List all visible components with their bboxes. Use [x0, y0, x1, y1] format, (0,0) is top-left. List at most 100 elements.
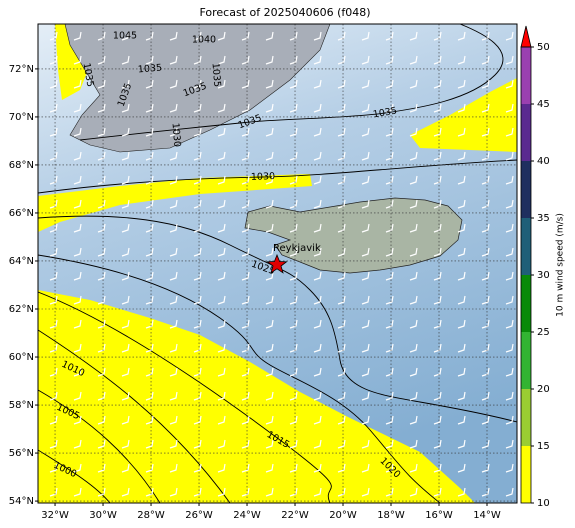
wind-barb [433, 103, 442, 113]
wind-barb [313, 247, 322, 257]
wind-barb [193, 415, 202, 425]
wind-barb [145, 103, 154, 113]
wind-barb [385, 367, 394, 377]
wind-barb [217, 295, 226, 305]
wind-barb [313, 199, 322, 209]
wind-barb [385, 151, 394, 161]
wind-barb [265, 127, 274, 137]
lat-tick-label: 60°N [9, 352, 34, 363]
wind-barb [193, 175, 202, 185]
wind-barb [457, 343, 466, 353]
wind-barb [193, 79, 202, 89]
wind-barb [97, 391, 106, 401]
wind-barb [193, 463, 202, 473]
lat-tick-label: 54°N [9, 496, 34, 507]
colorbar-bin [521, 161, 531, 218]
wind-barb [241, 367, 250, 377]
wind-barb [481, 319, 490, 329]
wind-barb [217, 151, 226, 161]
wind-barb [313, 367, 322, 377]
lon-tick-label: 14°W [473, 510, 501, 521]
wind-barb [49, 31, 58, 41]
wind-barb [433, 175, 442, 185]
lon-tick-label: 26°W [185, 510, 213, 521]
wind-barb [97, 487, 106, 497]
wind-barb [313, 319, 322, 329]
wind-barb [505, 271, 514, 281]
wind-barb [481, 31, 490, 41]
wind-barb [49, 103, 58, 113]
wind-barb [505, 463, 514, 473]
colorbar: 10 15 20 25 30 35 40 45 50 [520, 25, 550, 509]
wind-barb [169, 103, 178, 113]
wind-barb [313, 487, 322, 497]
wind-barb [97, 103, 106, 113]
wind-barb [97, 415, 106, 425]
wind-barb [361, 79, 370, 89]
wind-barb [385, 55, 394, 65]
isobar-label: 1035 [80, 62, 95, 88]
wind-barb [361, 127, 370, 137]
wind-barb [409, 127, 418, 137]
wind-barb [337, 247, 346, 257]
iceland [244, 197, 463, 274]
wind-barb [169, 151, 178, 161]
wind-barb [481, 415, 490, 425]
wind-barb [121, 55, 130, 65]
wind-barb [433, 463, 442, 473]
colorbar-tick-label: 50 [537, 42, 550, 53]
wind-barb [217, 271, 226, 281]
wind-barb [241, 223, 250, 233]
wind-barb [289, 247, 298, 257]
wind-barb [217, 367, 226, 377]
wind-barb [145, 487, 154, 497]
wind-barb [241, 79, 250, 89]
wind-barb [433, 295, 442, 305]
wind-barb [265, 103, 274, 113]
wind-barb [97, 199, 106, 209]
wind-barb [289, 31, 298, 41]
wind-barb [97, 151, 106, 161]
wind-barb [505, 31, 514, 41]
wind-barb [97, 343, 106, 353]
wind-barb [385, 319, 394, 329]
wind-barb [385, 175, 394, 185]
wind-barb [97, 175, 106, 185]
wind-barb [121, 247, 130, 257]
wind-barb [265, 391, 274, 401]
wind-barb [433, 343, 442, 353]
wind-barb [73, 367, 82, 377]
wind-barb [457, 271, 466, 281]
wind-barb [145, 463, 154, 473]
wind-barb [97, 319, 106, 329]
wind-barb [73, 127, 82, 137]
wind-barb [385, 79, 394, 89]
wind-barb [49, 175, 58, 185]
wind-barb [289, 175, 298, 185]
wind-barb [313, 415, 322, 425]
wind-barb [193, 199, 202, 209]
low-wind-area [410, 78, 517, 152]
wind-barb [505, 151, 514, 161]
wind-barb [481, 175, 490, 185]
colorbar-bin [521, 218, 531, 275]
wind-barb [481, 223, 490, 233]
wind-barb [169, 439, 178, 449]
wind-barb [505, 439, 514, 449]
wind-barb [433, 415, 442, 425]
wind-barb [289, 199, 298, 209]
wind-barb [457, 175, 466, 185]
wind-barb [265, 271, 274, 281]
wind-barb [97, 127, 106, 137]
wind-barb [385, 127, 394, 137]
wind-barb [337, 319, 346, 329]
wind-barb [361, 463, 370, 473]
isobar [38, 389, 161, 503]
wind-barb [73, 79, 82, 89]
wind-barb [193, 367, 202, 377]
wind-barb [337, 199, 346, 209]
wind-barb [121, 487, 130, 497]
wind-barb [385, 391, 394, 401]
